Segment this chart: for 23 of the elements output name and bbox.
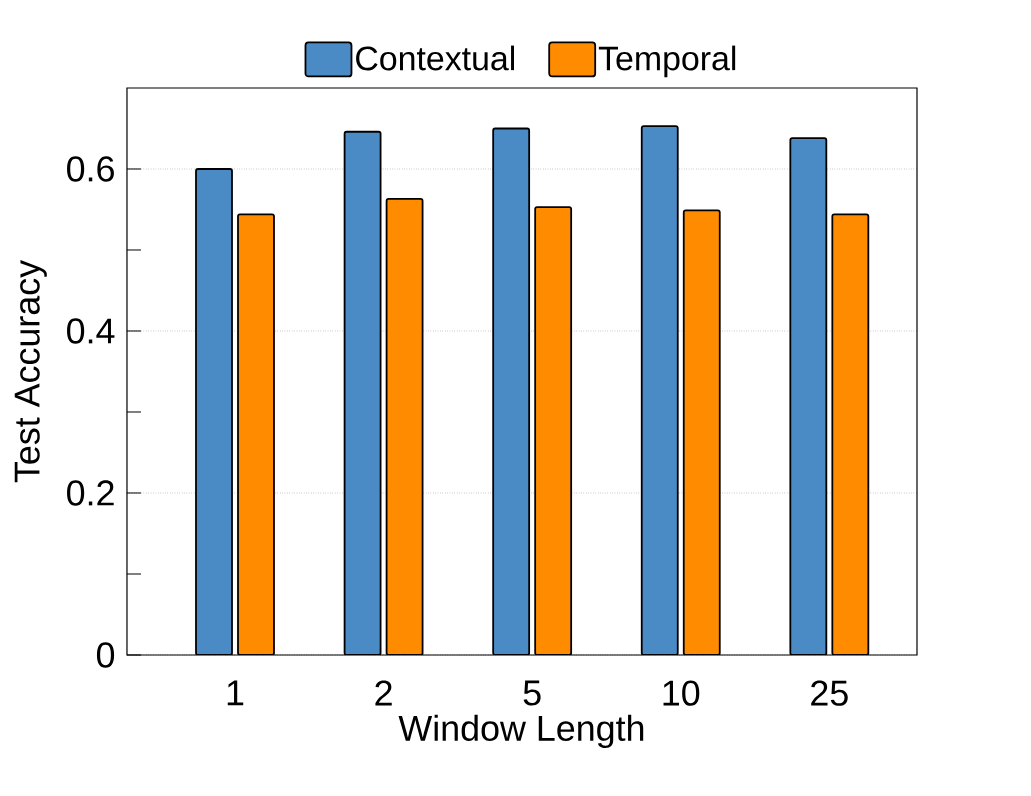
bar <box>640 125 679 655</box>
y-axis-title: Test Accuracy <box>14 259 47 483</box>
x-tick-label: 25 <box>811 680 848 706</box>
legend-label: Temporal <box>598 45 736 78</box>
bar <box>343 130 382 655</box>
y-tick-label: 0.4 <box>67 318 115 344</box>
y-tick-label: 0.2 <box>67 480 114 506</box>
bar <box>831 213 870 655</box>
bar <box>492 127 531 655</box>
x-tick-label: 5 <box>523 680 541 706</box>
bar <box>789 137 828 655</box>
bar <box>237 213 275 655</box>
bar <box>385 198 424 655</box>
bar <box>195 168 233 655</box>
x-tick-label: 2 <box>375 680 392 706</box>
y-tick-label: 0 <box>96 642 115 668</box>
x-tick-label: 10 <box>663 680 700 706</box>
x-tick-label: 1 <box>227 680 244 706</box>
bar <box>682 209 721 655</box>
bar <box>534 206 573 655</box>
x-axis-title: Window Length <box>398 714 644 749</box>
legend-label: Contextual <box>356 45 515 71</box>
y-tick-label: 0.6 <box>67 156 114 182</box>
